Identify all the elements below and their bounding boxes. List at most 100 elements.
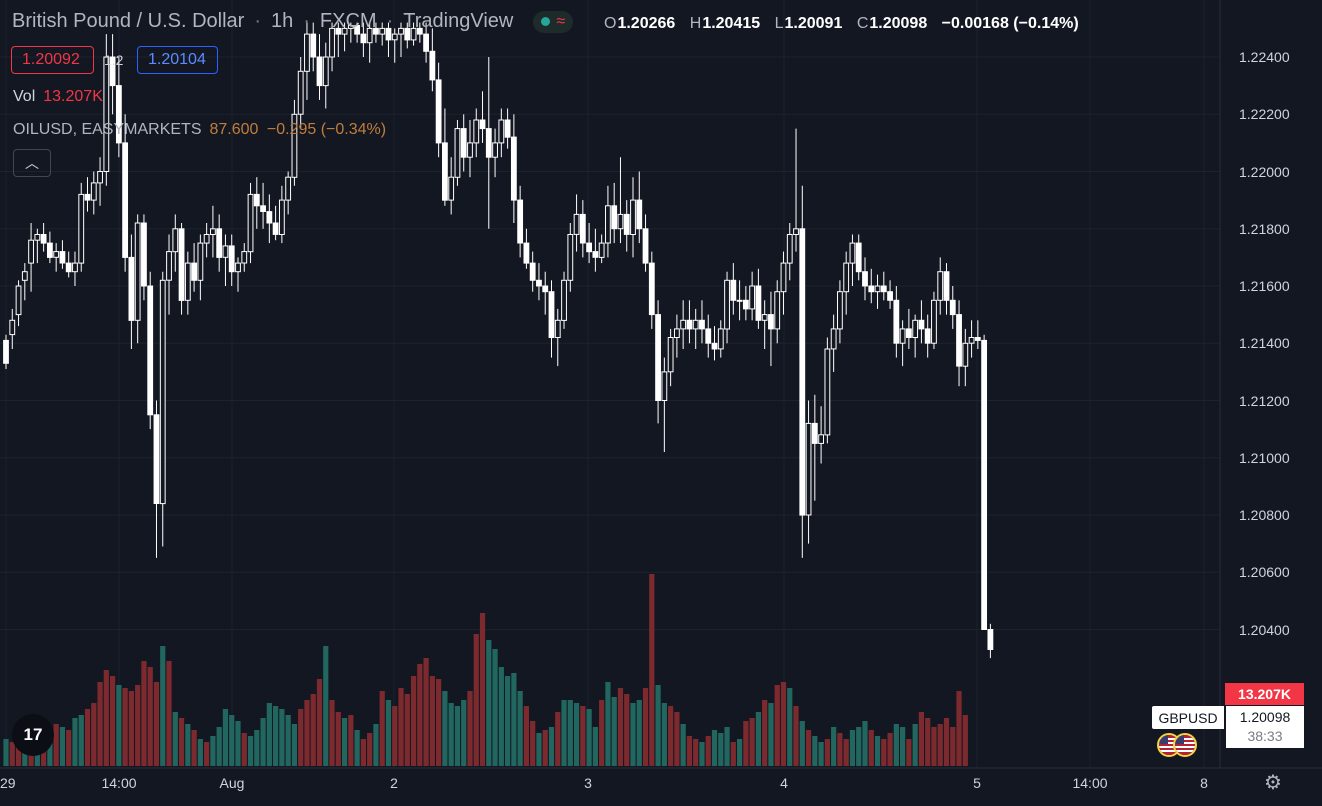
candle [987,623,994,659]
volume-bar [862,721,868,766]
volume-bar [392,706,398,766]
candle-body [893,299,900,344]
candle [448,157,455,215]
volume-bar [442,691,448,766]
separator-dot: · [254,10,261,32]
candle [3,334,9,369]
candle-body [523,242,530,264]
candle-body [880,285,887,293]
collapse-legend-button[interactable]: ︿ [13,149,51,177]
economic-events[interactable] [1157,733,1203,759]
candle [115,57,122,158]
candle-body [843,262,850,293]
price-axis-label: 1.20400 [1239,621,1290,638]
volume-bar [141,661,147,766]
overlay-name: OILUSD, EASYMARKETS [13,121,202,138]
candle [579,200,586,258]
volume-bar [116,685,122,766]
volume-bar [304,700,310,766]
candle-body [278,199,285,236]
candle-body [724,279,730,330]
candle-body [661,371,668,401]
candle-body [605,205,611,244]
collapse-chevron-icon: ︿ [25,155,39,171]
candle-body [786,234,793,264]
candle [266,194,273,244]
volume-bar [216,727,222,766]
candle [498,108,505,158]
volume-bar [592,727,598,766]
ohlc-high: 1.20415 [702,15,761,32]
volume-bar [555,712,561,766]
volume-bar [956,691,962,766]
candle [103,34,110,186]
market-status-badge[interactable]: ≈ [533,10,574,33]
overlay-value: 87.600 [209,121,259,138]
volume-bar [617,688,624,766]
candle [830,314,837,372]
volume-bar [160,646,166,766]
candle-body [191,262,197,281]
volume-bar [530,721,536,766]
candle [586,223,593,264]
volume-bar [718,733,724,766]
volume-bar [668,706,674,766]
volume-bar [166,661,172,766]
candle-body [40,234,47,244]
candle-body [34,234,41,241]
volume-bar [505,676,511,766]
overlay-legend[interactable]: OILUSD, EASYMARKETS 87.600 −0.295 (−0.34%… [13,121,386,139]
volume-legend[interactable]: Vol 13.207K [13,88,103,106]
settings-gear-icon[interactable]: ⚙ [1264,772,1282,794]
volume-bar [705,736,711,766]
volume-bar [912,724,918,766]
candle [316,34,323,100]
candle-body [730,279,737,301]
candle-body [9,319,16,336]
candle [46,231,53,264]
candle [573,194,580,252]
sell-button[interactable]: 1.20092 [11,46,94,74]
symbol-name[interactable]: British Pound / U.S. Dollar [12,10,245,32]
candle-body [247,193,254,253]
candle-body [410,27,417,41]
volume-bar [135,685,141,766]
volume-bar [147,667,153,766]
candle [880,271,887,301]
us-flag-icon[interactable] [1173,733,1197,757]
candle [492,128,498,178]
volume-bar [385,700,392,766]
volume-bar [222,709,229,766]
volume-bar [900,727,906,766]
buy-button[interactable]: 1.20104 [137,46,218,74]
interval-label[interactable]: 1h [271,10,294,32]
candle-body [423,33,429,52]
candle [335,22,342,57]
candle [805,400,812,544]
candle [536,263,542,301]
chart-header[interactable]: British Pound / U.S. Dollar · 1h · FXCM … [12,10,574,33]
time-axis-label: 14:00 [1072,775,1108,791]
candle-body [931,299,937,344]
candle-body [611,205,618,230]
volume-bar [611,697,617,766]
candle [542,271,549,315]
candle [34,228,41,264]
candle-body [517,199,524,244]
candle [241,243,248,272]
volume-bar [824,739,830,766]
candle-body [862,271,868,287]
candle-body [548,291,555,339]
candle-body [717,328,724,350]
volume-bar [517,691,523,766]
volume-bar [655,685,661,766]
tradingview-logo-icon[interactable]: 17 [12,714,54,756]
volume-bar [273,706,279,766]
candle [705,314,712,358]
candle [28,223,34,292]
candle [128,234,135,349]
volume-bar [91,703,97,766]
candle-body [504,119,511,138]
volume-bar [837,733,843,766]
